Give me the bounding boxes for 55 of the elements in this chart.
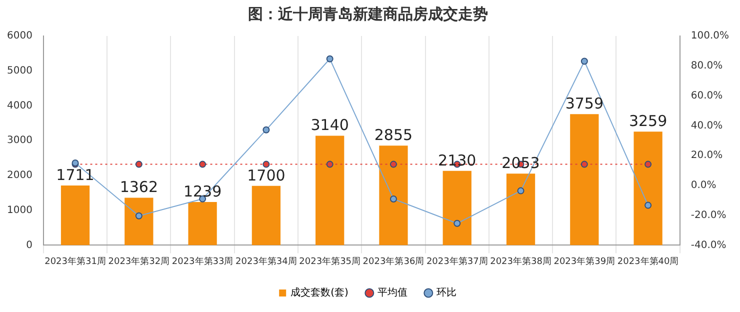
data-label: 3759: [565, 94, 604, 113]
point: [454, 220, 461, 227]
x-tick-label: 2023年第39周: [554, 256, 616, 267]
y2-tick-label: 20.0%: [690, 150, 723, 162]
legend-label: 平均值: [377, 286, 408, 299]
y-tick-label: 0: [26, 240, 32, 251]
chart-title: 图：近十周青岛新建商品房成交走势: [248, 4, 488, 23]
bar: [124, 198, 154, 246]
y2-tick-label: 60.0%: [690, 90, 723, 102]
y-tick-label: 1000: [6, 204, 32, 216]
legend-label: 成交套数(套): [290, 286, 348, 299]
y-tick-label: 2000: [6, 170, 32, 182]
point: [580, 58, 588, 65]
data-label: 3140: [310, 116, 349, 134]
data-label: 2130: [438, 151, 476, 170]
y-tick-label: 6000: [6, 30, 32, 42]
point: [390, 196, 397, 203]
x-tick-label: 2023年第31周: [44, 256, 106, 267]
y2-tick-label: 40.0%: [690, 120, 723, 132]
data-label: 2855: [374, 126, 413, 144]
point: [262, 126, 270, 134]
y2-tick-label: -20.0%: [690, 210, 726, 221]
data-label: 1711: [56, 166, 94, 184]
y-tick-label: 5000: [6, 65, 32, 76]
x-tick-label: 2023年第37周: [426, 256, 488, 267]
x-tick-label: 2023年第36周: [362, 256, 424, 267]
x-tick-label: 2023年第34周: [236, 256, 297, 267]
point: [644, 202, 652, 209]
bar: [316, 136, 344, 246]
legend-label: 环比: [436, 286, 456, 299]
bar: [252, 186, 281, 246]
y2-tick-label: 0.0%: [690, 180, 716, 192]
x-tick-label: 2023年第33周: [172, 256, 234, 267]
bar: [506, 174, 536, 246]
y2-tick-label: 100.0%: [690, 30, 730, 42]
x-tick-label: 2023年第40周: [617, 256, 679, 267]
y2-tick-label: 80.0%: [690, 60, 723, 72]
bar: [60, 186, 90, 246]
y-tick-label: 3000: [6, 135, 32, 146]
x-tick-label: 2023年第35周: [299, 256, 361, 267]
bar: [379, 146, 408, 246]
y2-tick-label: -40.0%: [690, 240, 726, 251]
data-label: 1362: [120, 178, 158, 196]
bar: [442, 170, 472, 246]
point: [326, 55, 334, 62]
bar: [570, 114, 599, 246]
bar: [188, 202, 217, 246]
bar: [634, 132, 662, 246]
x-tick-label: 2023年第32周: [108, 256, 170, 267]
data-label: 1700: [247, 166, 286, 184]
x-tick-label: 2023年第38周: [490, 256, 552, 267]
point: [135, 212, 142, 220]
point: [517, 187, 524, 194]
data-label: 3259: [628, 112, 668, 130]
y-tick-label: 4000: [6, 100, 32, 112]
